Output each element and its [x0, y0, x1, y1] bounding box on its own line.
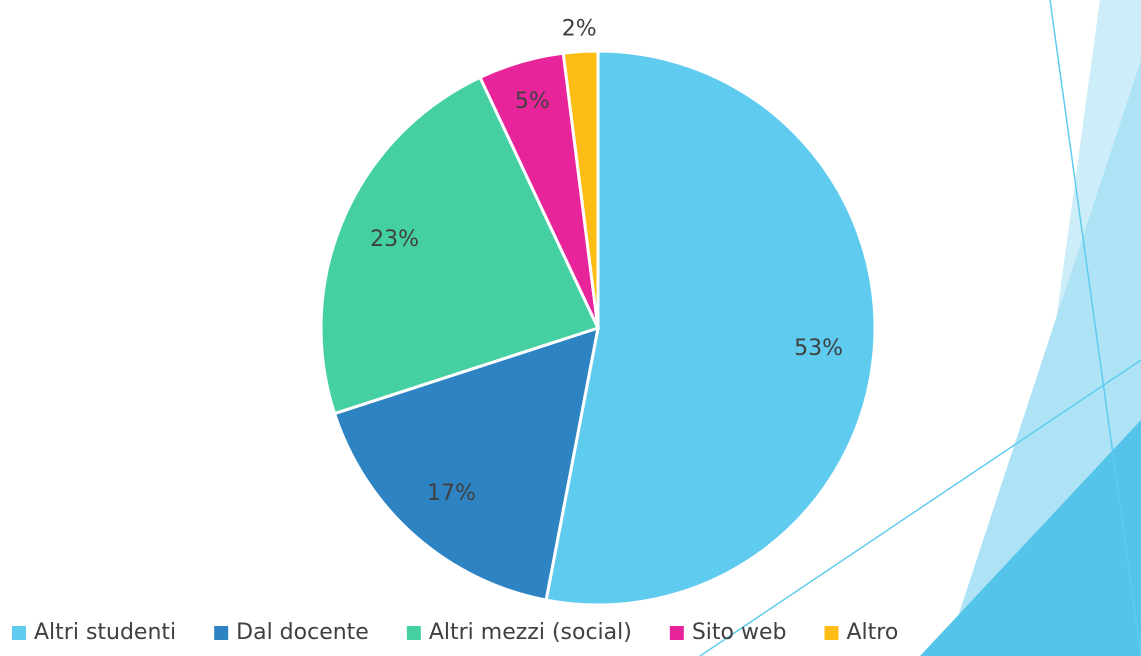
- data-label: 53%: [794, 336, 843, 361]
- legend-label: Altro: [847, 620, 899, 645]
- pie-slice: [332, 325, 600, 602]
- legend-label: Altri studenti: [34, 620, 176, 645]
- background-decoration: [699, 0, 1141, 656]
- legend-label: Altri mezzi (social): [429, 620, 632, 645]
- data-label: 5%: [515, 89, 550, 114]
- data-labels: 53% 17% 23% 5% 2%: [370, 16, 843, 506]
- data-label: 2%: [562, 16, 597, 41]
- legend-swatch: [824, 626, 839, 640]
- pie-slice: [561, 49, 600, 329]
- legend-swatch: [669, 626, 684, 640]
- legend-label: Dal docente: [236, 620, 369, 645]
- legend: Altri studenti Dal docente Altri mezzi (so…: [12, 620, 898, 645]
- pie: [319, 49, 877, 607]
- pie-slice: [544, 49, 877, 607]
- data-label: 17%: [427, 481, 476, 506]
- pie-slice: [319, 75, 601, 416]
- data-label: 23%: [370, 227, 419, 252]
- legend-swatch: [214, 626, 229, 640]
- legend-swatch: [406, 626, 421, 640]
- legend-label: Sito web: [692, 620, 787, 645]
- legend-swatch: [12, 626, 26, 640]
